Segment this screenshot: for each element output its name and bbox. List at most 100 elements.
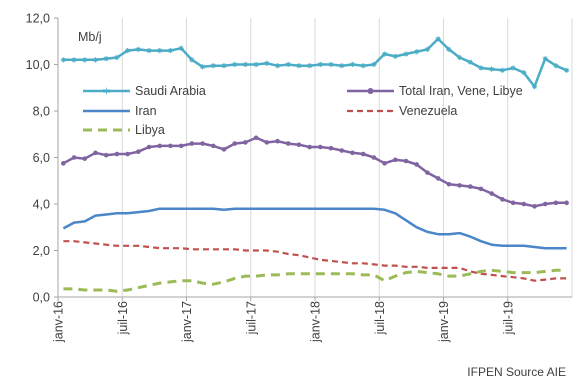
series-0-point-28 [360, 63, 366, 69]
series-0-point-38 [467, 59, 473, 65]
y-tick-label-6: 12,0 [26, 12, 50, 26]
series-1-point-40 [489, 191, 494, 196]
series-0-point-0 [60, 57, 66, 63]
legend-entry-saudi-arabia: ✶ Saudi Arabia [83, 84, 206, 98]
legend-label-venezuela: Venezuela [399, 104, 457, 118]
x-tick-label-7: juil-19 [501, 301, 515, 335]
series-1-point-8 [146, 144, 152, 150]
series-1-point-38 [467, 184, 473, 189]
legend-entry-total: Total Iran, Vene, Libye [347, 84, 523, 98]
legend-entry-libya: Libya [83, 123, 165, 137]
series-1-point-28 [360, 151, 366, 157]
series-1-point-9 [157, 143, 163, 149]
series-1-point-29 [371, 155, 377, 160]
legend-marker-total [367, 88, 374, 94]
series-1-point-10 [168, 143, 173, 149]
y-tick-label-4: 8,0 [33, 105, 50, 119]
series-0-point-1 [71, 57, 77, 63]
series-1-point-0 [61, 161, 66, 166]
source-note: IFPEN Source AIE [467, 365, 566, 379]
series-0-point-15 [221, 63, 227, 69]
series-0-point-41 [499, 67, 505, 73]
series-line-3 [63, 240, 567, 282]
series-0-point-21 [285, 61, 291, 68]
series-0-point-26 [339, 63, 345, 69]
x-tick-label-6: janv-19 [437, 301, 451, 343]
series-0-point-12 [189, 57, 195, 63]
series-1-point-33 [414, 162, 420, 167]
series-0-point-19 [264, 60, 270, 66]
series-line-4 [63, 268, 567, 293]
series-1-point-32 [403, 158, 409, 164]
series-0-point-5 [114, 54, 120, 61]
x-tick-label-4: janv-18 [309, 301, 323, 343]
series-0-point-9 [157, 47, 163, 54]
series-1-point-12 [189, 141, 195, 146]
legend-label-total: Total Iran, Vene, Libye [399, 84, 523, 98]
series-0-point-14 [210, 63, 216, 69]
series-0-point-43 [521, 70, 527, 76]
y-tick-label-0: 0,0 [33, 291, 50, 305]
series-0-point-47 [564, 67, 570, 73]
series-0-point-27 [349, 61, 356, 68]
series-1-point-42 [510, 200, 516, 206]
legend-label-libya: Libya [135, 123, 165, 137]
series-0-point-39 [478, 65, 484, 71]
x-tick-label-5: juil-18 [373, 301, 387, 335]
series-1-point-3 [93, 150, 98, 156]
series-0-point-16 [232, 61, 238, 68]
series-0-point-42 [510, 65, 516, 71]
series-1-point-30 [382, 161, 387, 166]
series-0-point-24 [317, 61, 323, 68]
y-tick-label-1: 2,0 [33, 244, 50, 258]
series-1-point-47 [564, 200, 569, 206]
series-1-point-27 [350, 150, 355, 156]
series-1-point-41 [500, 197, 505, 202]
series-1-point-16 [232, 141, 237, 146]
series-1-point-14 [210, 143, 216, 149]
series-1-point-37 [457, 183, 462, 188]
series-1-point-5 [114, 151, 120, 157]
series-0-point-23 [307, 63, 313, 69]
series-0-point-3 [92, 57, 99, 63]
series-0-point-11 [178, 45, 184, 51]
series-0-point-25 [328, 61, 334, 68]
grid-lines [57, 18, 573, 297]
series-0-point-32 [403, 51, 409, 57]
legend-entry-iran: Iran [83, 104, 157, 118]
series-1-point-7 [136, 149, 141, 154]
series-1-point-22 [296, 142, 302, 148]
series-1-point-15 [221, 147, 227, 152]
series-0-point-45 [542, 56, 548, 62]
series-1-point-44 [532, 204, 537, 209]
legend-label-saudi-arabia: Saudi Arabia [135, 84, 206, 98]
x-tick-label-1: juil-16 [116, 301, 130, 335]
x-tick-label-2: janv-17 [180, 301, 194, 343]
y-tick-label-2: 4,0 [33, 198, 50, 212]
series-0-point-34 [424, 46, 431, 52]
x-tick-label-3: juil-17 [244, 301, 258, 335]
series-0-point-22 [296, 63, 302, 69]
series-1-point-4 [103, 152, 109, 158]
series-1-point-26 [339, 148, 345, 153]
series-0-point-36 [446, 46, 452, 52]
series-0-point-4 [103, 56, 109, 62]
series-1-point-45 [542, 201, 548, 207]
legend-star-saudi-arabia: ✶ [102, 86, 111, 98]
series-1-point-34 [425, 170, 430, 175]
series-0-point-37 [456, 54, 463, 61]
series-1-point-36 [446, 181, 452, 187]
series-1-point-39 [478, 186, 484, 192]
series-1-point-35 [435, 176, 441, 181]
unit-label: Mb/j [78, 30, 102, 44]
series-1-point-2 [82, 156, 88, 161]
series-0-point-35 [435, 36, 441, 42]
x-tick-label-0: janv-16 [52, 301, 66, 343]
series-0-point-29 [371, 61, 377, 68]
series-line-2 [62, 207, 567, 250]
series-0-point-30 [382, 51, 388, 57]
series-0-point-6 [125, 47, 131, 54]
series-1-point-20 [275, 138, 280, 144]
series-1-point-21 [285, 141, 291, 146]
